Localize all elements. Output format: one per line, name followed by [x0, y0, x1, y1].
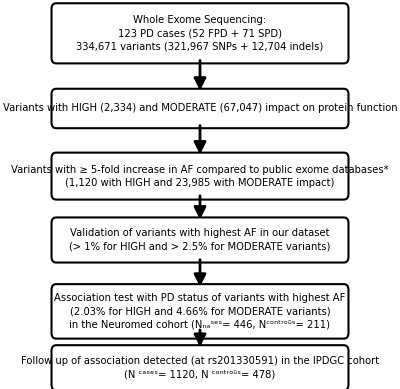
Text: Variants with ≥ 5-fold increase in AF compared to public exome databases*
(1,120: Variants with ≥ 5-fold increase in AF co… [11, 165, 389, 188]
FancyBboxPatch shape [52, 152, 348, 200]
Text: Association test with PD status of variants with highest AF
(2.03% for HIGH and : Association test with PD status of varia… [54, 293, 346, 329]
Text: Validation of variants with highest AF in our dataset
(> 1% for HIGH and > 2.5% : Validation of variants with highest AF i… [69, 228, 331, 252]
Text: Variants with HIGH (2,334) and MODERATE (67,047) impact on protein function: Variants with HIGH (2,334) and MODERATE … [3, 103, 397, 114]
FancyBboxPatch shape [52, 89, 348, 128]
FancyBboxPatch shape [52, 3, 348, 63]
FancyBboxPatch shape [52, 217, 348, 263]
Text: Whole Exome Sequencing:
123 PD cases (52 FPD + 71 SPD)
334,671 variants (321,967: Whole Exome Sequencing: 123 PD cases (52… [76, 15, 324, 51]
FancyBboxPatch shape [52, 284, 348, 338]
FancyBboxPatch shape [52, 345, 348, 389]
Text: Follow up of association detected (at rs201330591) in the IPDGC cohort
(N ᶜᵃˢᵉˢ=: Follow up of association detected (at rs… [21, 356, 379, 379]
